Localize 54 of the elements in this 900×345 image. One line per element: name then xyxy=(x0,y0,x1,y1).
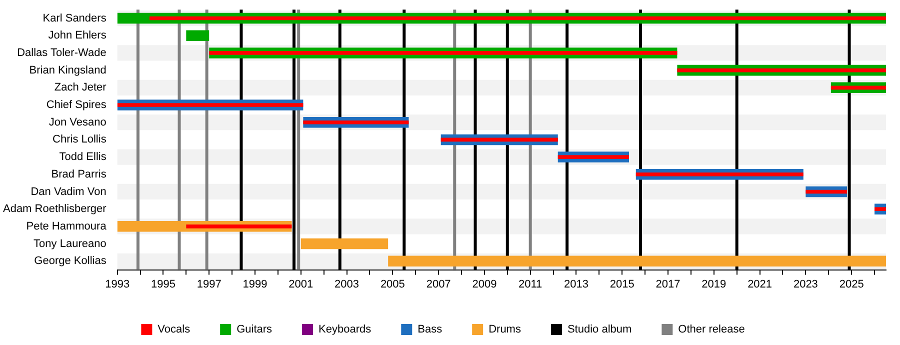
x-tick-label: 2021 xyxy=(748,278,772,290)
legend-label: Vocals xyxy=(158,324,191,336)
x-tick-label: 2011 xyxy=(518,278,542,290)
y-tick-label: John Ehlers xyxy=(48,30,107,42)
x-tick-label: 1995 xyxy=(150,278,176,290)
y-tick-label: Brian Kingsland xyxy=(29,64,106,76)
y-tick-label: Chris Lollis xyxy=(52,134,107,146)
x-tick-label: 2015 xyxy=(610,278,634,290)
x-tick-label: 1999 xyxy=(242,278,268,290)
y-tick-label: Dallas Toler-Wade xyxy=(17,47,106,59)
bar xyxy=(830,86,886,90)
bar xyxy=(186,224,292,228)
x-tick-label: 2025 xyxy=(839,278,864,290)
y-tick-label: Zach Jeter xyxy=(54,82,107,94)
y-tick-label: George Kollias xyxy=(34,255,107,268)
y-tick-label: Pete Hammoura xyxy=(26,220,108,232)
legend-label: Guitars xyxy=(236,324,273,336)
x-tick-label: 2013 xyxy=(564,278,588,290)
x-tick-label: 2007 xyxy=(426,278,451,290)
bar xyxy=(117,103,304,107)
bar xyxy=(186,30,210,41)
bar xyxy=(558,155,630,159)
legend-label: Studio album xyxy=(567,324,632,336)
bar xyxy=(874,207,886,211)
y-tick-label: Adam Roethlisberger xyxy=(2,203,107,216)
x-tick-label: 2019 xyxy=(702,278,726,290)
bar xyxy=(303,120,409,124)
bar xyxy=(636,172,804,176)
x-tick-label: 1997 xyxy=(196,278,222,290)
y-tick-label: Dan Vadim Von xyxy=(30,186,106,198)
x-tick-label: 2017 xyxy=(656,278,680,290)
bar xyxy=(440,138,558,142)
y-tick-label: Chief Spires xyxy=(46,99,107,112)
legend-label: Drums xyxy=(488,324,522,336)
x-tick-label: 2001 xyxy=(288,278,314,290)
bar xyxy=(677,68,886,72)
bar xyxy=(806,190,847,194)
bar xyxy=(149,16,886,20)
legend-label: Bass xyxy=(418,324,443,336)
y-tick-label: Karl Sanders xyxy=(42,12,107,24)
x-tick-label: 2003 xyxy=(334,278,360,290)
legend-label: Other release xyxy=(678,324,745,336)
x-tick-label: 1993 xyxy=(105,278,130,290)
y-tick-label: Todd Ellis xyxy=(59,151,107,164)
bar xyxy=(388,256,886,267)
y-tick-label: Brad Parris xyxy=(51,168,107,180)
x-tick-label: 2005 xyxy=(380,278,405,290)
x-tick-label: 2023 xyxy=(793,278,818,290)
y-tick-label: Jon Vesano xyxy=(48,116,106,128)
y-tick-label: Tony Laureano xyxy=(34,238,106,250)
x-tick-label: 2009 xyxy=(472,278,497,290)
legend-label: Keyboards xyxy=(318,324,372,336)
bar xyxy=(300,238,388,250)
bar xyxy=(209,51,678,55)
